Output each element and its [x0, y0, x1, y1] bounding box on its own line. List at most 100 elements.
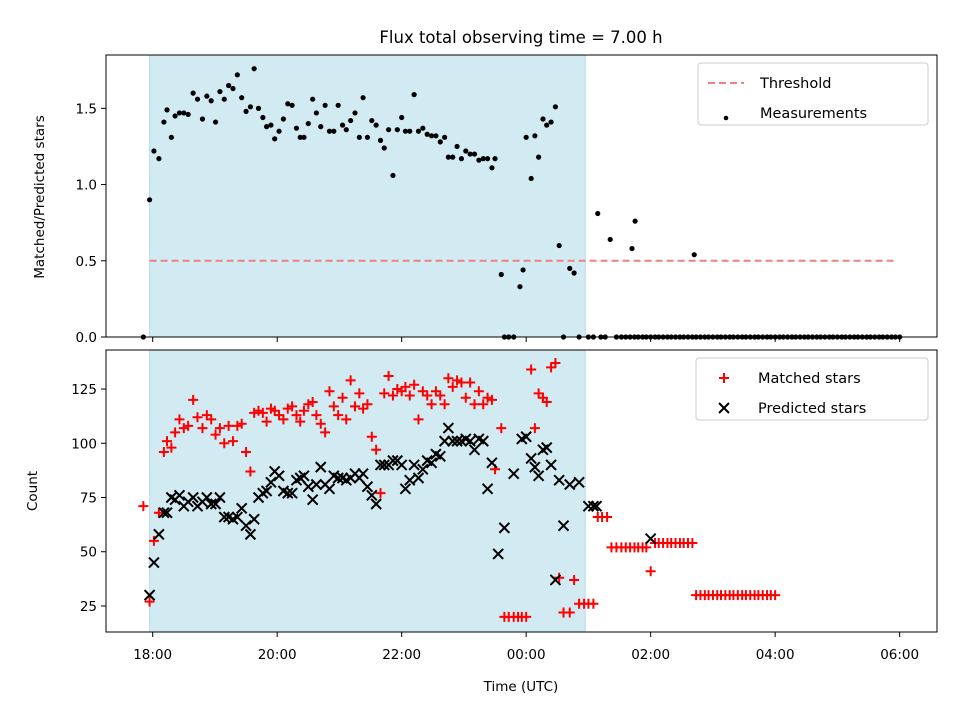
- series-measurements: [140, 66, 903, 340]
- data-point: [181, 110, 187, 116]
- data-point: [164, 107, 170, 113]
- data-point: [540, 116, 546, 122]
- data-point: [162, 436, 173, 447]
- data-point: [276, 128, 282, 134]
- data-point: [458, 156, 465, 162]
- data-point: [445, 154, 451, 160]
- data-point: [379, 388, 390, 399]
- data-point: [328, 401, 339, 412]
- data-point: [176, 110, 183, 116]
- data-point: [218, 511, 230, 523]
- data-point: [187, 491, 199, 504]
- data-point: [194, 96, 201, 102]
- data-point: [339, 122, 346, 128]
- data-point: [257, 407, 268, 418]
- data-point: [476, 157, 482, 163]
- data-point: [478, 399, 489, 410]
- data-point: [528, 175, 534, 182]
- data-point: [349, 401, 360, 412]
- data-point: [687, 538, 698, 549]
- data-point: [402, 128, 409, 134]
- x-tick-label: 06:00: [880, 647, 919, 663]
- data-point: [188, 394, 199, 405]
- data-point: [569, 574, 580, 585]
- data-point: [366, 489, 378, 502]
- data-point: [498, 271, 504, 278]
- data-point: [536, 154, 542, 160]
- data-point: [447, 381, 458, 392]
- data-point: [291, 410, 302, 421]
- data-point: [223, 420, 234, 431]
- data-point: [484, 156, 491, 162]
- data-point: [587, 500, 600, 512]
- data-point: [387, 454, 399, 467]
- data-point: [424, 131, 430, 137]
- data-point: [492, 548, 504, 560]
- data-point: [442, 134, 448, 140]
- data-point: [307, 397, 318, 408]
- observing-window-span: [149, 54, 586, 338]
- data-point: [282, 403, 293, 414]
- data-point: [508, 467, 520, 480]
- data-point: [172, 113, 178, 119]
- data-point: [435, 390, 446, 401]
- data-point: [412, 472, 425, 484]
- data-point: [204, 93, 210, 99]
- data-point: [394, 127, 400, 133]
- chart-title: Flux total observing time = 7.00 h: [379, 28, 662, 47]
- data-point: [452, 375, 463, 386]
- legend-label: Matched stars: [758, 371, 861, 387]
- data-point: [404, 474, 416, 486]
- x-tick-label: 04:00: [756, 647, 795, 663]
- data-point: [146, 197, 153, 203]
- data-point: [564, 607, 575, 618]
- data-point: [318, 124, 324, 130]
- data-point: [407, 128, 413, 134]
- data-point: [632, 218, 638, 224]
- data-point: [148, 535, 159, 546]
- data-point: [691, 252, 697, 258]
- data-point: [352, 110, 358, 116]
- data-point: [644, 533, 657, 545]
- data-point: [456, 377, 467, 388]
- data-point: [582, 500, 595, 512]
- data-point: [392, 384, 403, 395]
- data-point: [333, 410, 344, 421]
- data-point: [206, 414, 217, 425]
- data-point: [415, 128, 422, 134]
- data-point: [354, 388, 365, 399]
- data-point: [234, 72, 240, 78]
- data-point: [251, 66, 257, 72]
- data-point: [345, 375, 356, 386]
- data-point: [422, 390, 433, 401]
- data-point: [482, 392, 493, 403]
- data-point: [438, 435, 451, 447]
- data-point: [205, 498, 217, 510]
- data-point: [465, 377, 476, 388]
- y-tick-label: 0.5: [76, 254, 97, 270]
- data-point: [232, 420, 243, 431]
- y-tick-label: 1.0: [76, 178, 97, 194]
- data-point: [192, 412, 203, 423]
- data-point: [378, 459, 390, 471]
- data-point: [260, 485, 273, 497]
- data-point: [263, 124, 270, 130]
- data-point: [770, 590, 781, 601]
- data-point: [286, 487, 298, 499]
- data-point: [255, 105, 262, 111]
- data-point: [273, 470, 285, 482]
- data-point: [517, 284, 523, 290]
- data-point: [151, 148, 157, 154]
- data-point: [467, 151, 473, 157]
- data-point: [268, 122, 274, 128]
- data-point: [595, 210, 601, 217]
- data-point: [311, 410, 322, 421]
- data-point: [498, 522, 511, 534]
- data-point: [357, 467, 369, 480]
- data-point: [310, 478, 323, 491]
- data-point: [210, 429, 221, 440]
- data-point: [463, 148, 469, 154]
- data-point: [269, 405, 280, 416]
- data-point: [607, 236, 613, 243]
